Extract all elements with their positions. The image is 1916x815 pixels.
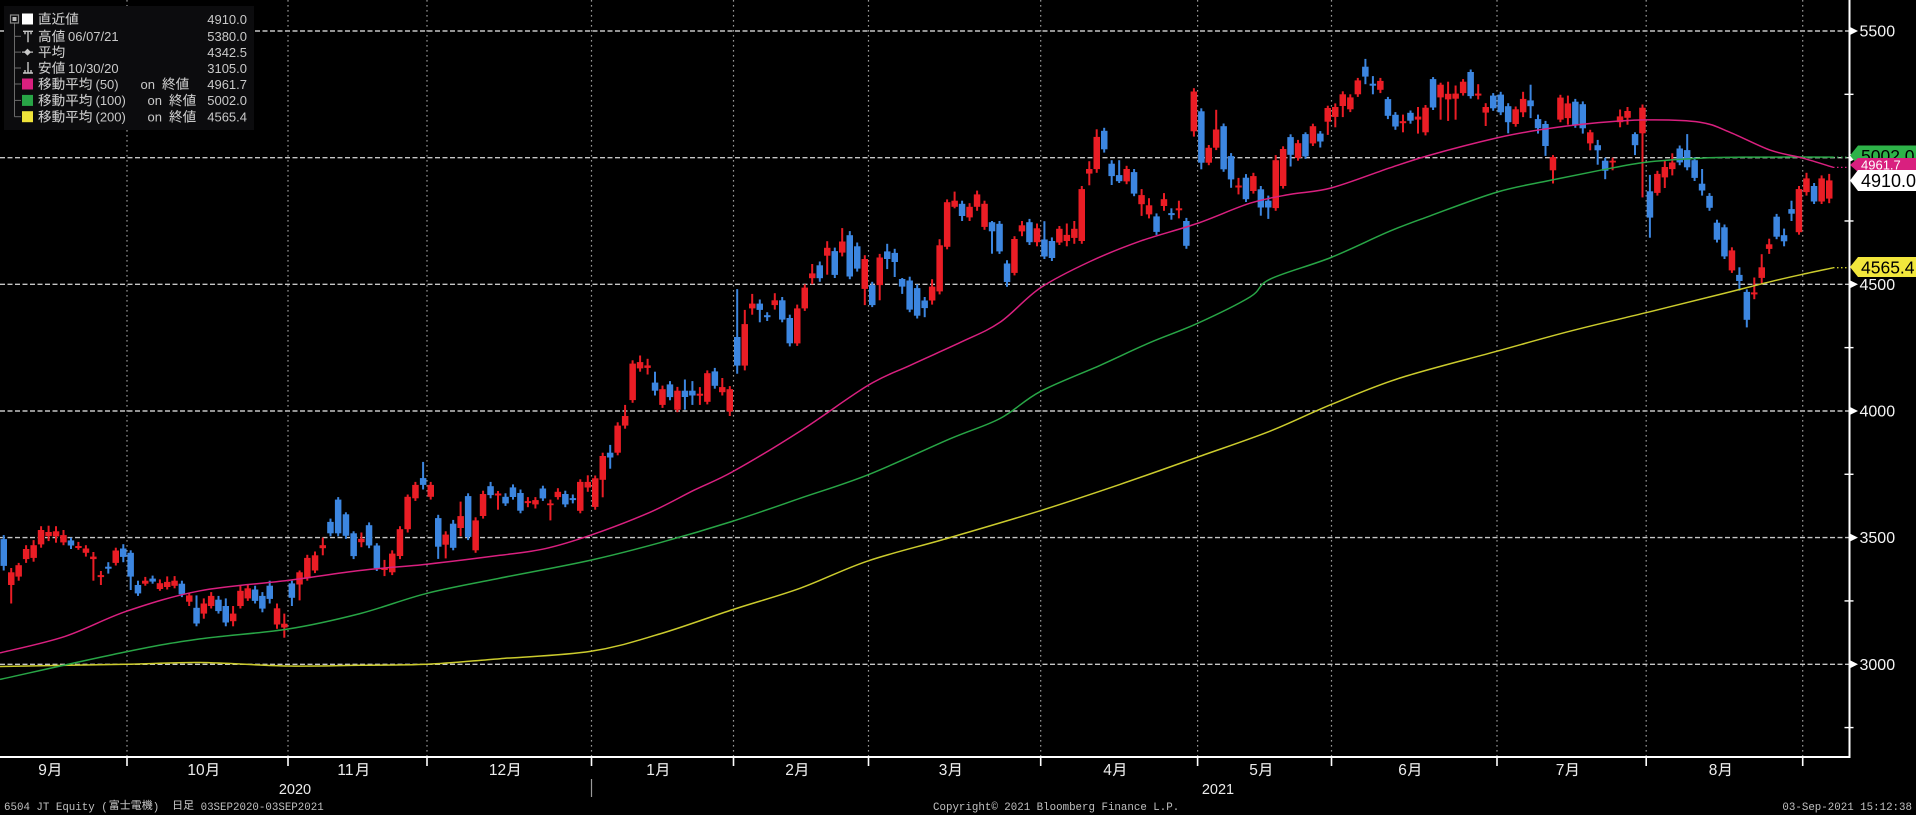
svg-text:4961.7: 4961.7 <box>1861 158 1901 173</box>
svg-text:9: 9 <box>38 762 47 779</box>
svg-text:2: 2 <box>785 762 794 779</box>
svg-text:(100): (100) <box>96 93 126 108</box>
svg-text:3105.0: 3105.0 <box>207 61 247 76</box>
svg-text:4961.7: 4961.7 <box>207 77 247 92</box>
svg-text:on: on <box>148 110 162 125</box>
svg-text:7: 7 <box>1556 762 1565 779</box>
svg-text:4342.5: 4342.5 <box>207 45 247 60</box>
svg-text:12: 12 <box>489 762 506 779</box>
svg-text:5002.0: 5002.0 <box>207 93 247 108</box>
svg-text:6: 6 <box>1398 762 1407 779</box>
svg-text:4910.0: 4910.0 <box>207 12 247 27</box>
svg-text:6504 JT Equity (: 6504 JT Equity ( <box>4 802 108 814</box>
svg-text:(50): (50) <box>96 77 119 92</box>
svg-text:4000: 4000 <box>1860 403 1896 420</box>
svg-text:03-Sep-2021 15:12:38: 03-Sep-2021 15:12:38 <box>1782 802 1912 814</box>
svg-text:4565.4: 4565.4 <box>1861 257 1915 277</box>
svg-text:11: 11 <box>337 762 353 779</box>
svg-text:4910.0: 4910.0 <box>1861 171 1916 191</box>
svg-text:Copyright© 2021 Bloomberg Fina: Copyright© 2021 Bloomberg Finance L.P. <box>933 802 1179 814</box>
svg-text:5500: 5500 <box>1860 24 1896 41</box>
svg-text:4565.4: 4565.4 <box>207 110 247 125</box>
svg-text:): ) <box>153 802 159 814</box>
svg-text:3: 3 <box>939 762 948 779</box>
svg-text:5: 5 <box>1249 762 1258 779</box>
svg-text:(200): (200) <box>96 110 126 125</box>
svg-text:03SEP2020-03SEP2021: 03SEP2020-03SEP2021 <box>201 802 324 814</box>
svg-text:10/30/20: 10/30/20 <box>68 61 119 76</box>
svg-text:8: 8 <box>1709 762 1718 779</box>
svg-text:5380.0: 5380.0 <box>207 29 247 44</box>
svg-text:on: on <box>141 77 155 92</box>
svg-text:3000: 3000 <box>1860 657 1896 674</box>
svg-text:4500: 4500 <box>1860 277 1896 294</box>
svg-text:4: 4 <box>1103 762 1112 779</box>
svg-text:2020: 2020 <box>279 782 311 798</box>
svg-text:06/07/21: 06/07/21 <box>68 29 119 44</box>
svg-text:10: 10 <box>187 762 205 779</box>
svg-text:1: 1 <box>646 762 655 779</box>
svg-text:2021: 2021 <box>1202 782 1234 798</box>
svg-text:on: on <box>148 93 162 108</box>
svg-text:3500: 3500 <box>1860 530 1896 547</box>
